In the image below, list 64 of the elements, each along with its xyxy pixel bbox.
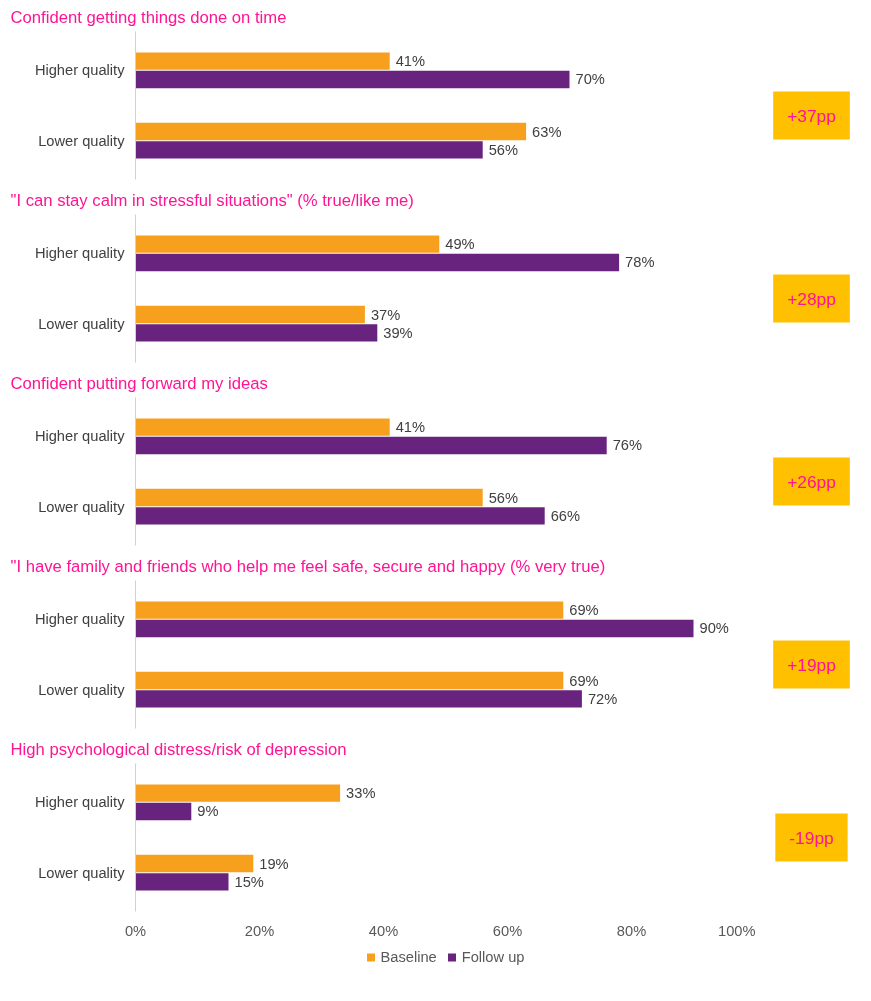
bar [135, 141, 483, 159]
data-label: 19% [259, 855, 289, 872]
bar [135, 122, 527, 141]
y-tick-label: Lower quality [38, 498, 126, 515]
bar [135, 488, 483, 507]
data-label: 63% [532, 123, 562, 140]
text: -19pp [789, 827, 834, 848]
data-label: 15% [234, 873, 264, 890]
data-label: 33% [346, 785, 376, 802]
y-tick-label: Higher quality [34, 611, 126, 628]
x-tick-label: 80% [616, 922, 647, 939]
bar [135, 507, 545, 525]
bar [135, 784, 341, 802]
data-label: 41% [395, 419, 426, 436]
y-tick-label: Lower quality [38, 315, 126, 332]
y-tick-label: Higher quality [34, 62, 126, 79]
y-tick-label: Lower quality [38, 864, 126, 881]
y-tick-label: Lower quality [38, 132, 126, 149]
data-label: 69% [569, 672, 599, 689]
bar [135, 854, 254, 873]
data-label: 56% [488, 141, 519, 158]
y-tick-label: Lower quality [38, 681, 126, 698]
bar [135, 253, 620, 272]
data-label: 41% [395, 53, 426, 70]
data-label: 70% [575, 71, 605, 88]
legend-label: Follow up [461, 949, 525, 965]
data-label: 56% [488, 489, 519, 506]
x-tick-label: 20% [244, 922, 275, 939]
bar [135, 436, 607, 455]
x-tick-label: 40% [368, 922, 399, 939]
text: +26pp [787, 471, 836, 492]
data-label: 76% [612, 437, 643, 454]
data-label: 72% [587, 690, 618, 707]
chart-title: Confident getting things done on time [10, 7, 287, 27]
data-label: 69% [569, 602, 599, 619]
text: +37pp [787, 105, 836, 126]
x-tick-label: 60% [492, 922, 523, 939]
bar [135, 324, 378, 342]
bar [135, 70, 570, 89]
bar [135, 235, 440, 253]
y-tick-label: Higher quality [34, 428, 126, 445]
bar [135, 305, 365, 324]
text: +28pp [787, 288, 836, 309]
data-label: 49% [445, 236, 475, 253]
legend-label: Baseline [380, 949, 437, 965]
data-label: 66% [550, 507, 581, 524]
y-tick-label: Higher quality [34, 245, 126, 262]
bar [135, 873, 229, 891]
bar [135, 52, 390, 70]
bar [135, 802, 192, 821]
y-tick-label: Higher quality [34, 794, 126, 811]
data-label: 78% [625, 254, 655, 271]
chart-title: "I have family and friends who help me feel safe, secure and happy (% very true) [10, 556, 606, 576]
x-tick-label: 0% [124, 922, 147, 939]
x-tick-label: 100% [718, 922, 756, 939]
chart-title: Confident putting forward my ideas [10, 373, 268, 393]
data-label: 37% [370, 306, 401, 323]
bar [135, 418, 390, 436]
data-label: 90% [699, 620, 729, 637]
chart-title: "I can stay calm in stressful situations" (% true/like me) [10, 190, 414, 210]
data-label: 9% [197, 803, 219, 820]
chart-title: High psychological distress/risk of depression [10, 739, 347, 759]
text: +19pp [787, 654, 836, 675]
data-label: 39% [383, 324, 413, 341]
